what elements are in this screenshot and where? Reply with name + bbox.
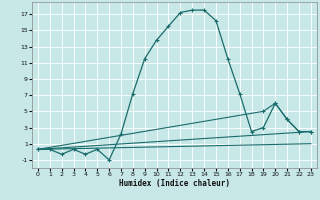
X-axis label: Humidex (Indice chaleur): Humidex (Indice chaleur) <box>119 179 230 188</box>
